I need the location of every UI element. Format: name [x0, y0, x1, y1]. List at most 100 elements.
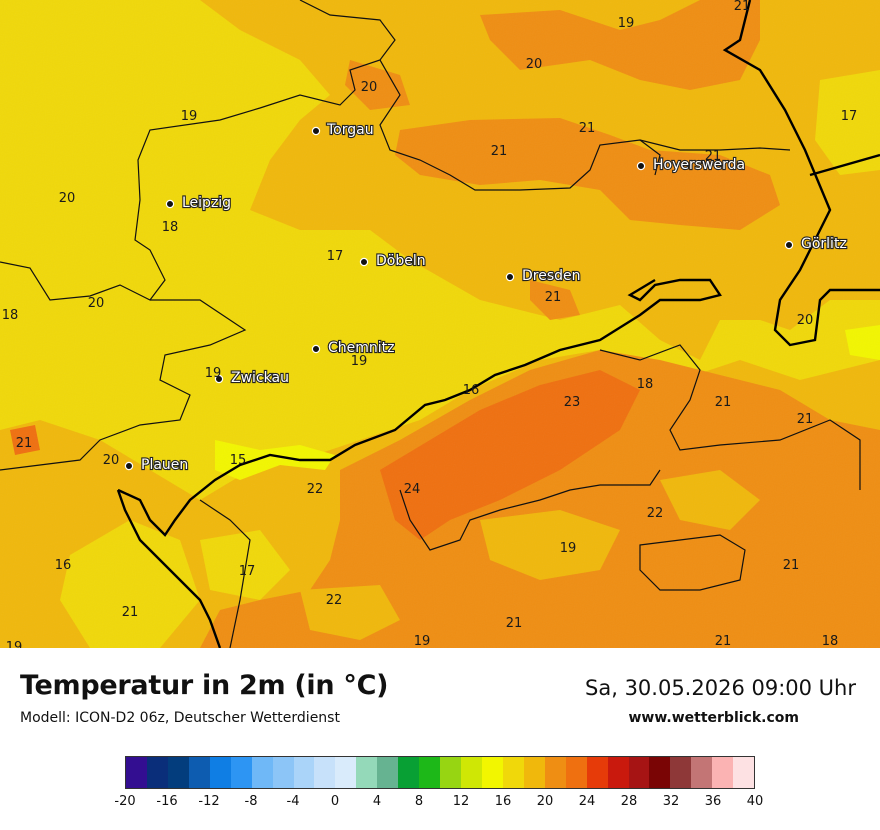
temperature-map: Torgau Hoyerswerda Leipzig Döbeln Dresde…	[0, 0, 880, 648]
color-legend	[125, 756, 755, 789]
legend-swatch	[440, 757, 461, 788]
legend-swatch	[544, 757, 566, 788]
value-labels: 19 21 20 21 19 20 17 21 21 20 18 17 20 1…	[2, 0, 858, 648]
temperature-value: 24	[404, 482, 421, 497]
city-label: Dresden	[522, 268, 581, 284]
legend-tick-label: -12	[198, 794, 220, 809]
legend-tick-label: 8	[414, 794, 424, 809]
country-border	[116, 0, 880, 648]
city-doebeln[interactable]: Döbeln	[359, 252, 427, 270]
temperature-value: 18	[822, 634, 839, 648]
temperature-value: 22	[647, 506, 664, 521]
city-label: Görlitz	[801, 236, 847, 252]
city-dot	[636, 161, 646, 171]
temperature-value: 22	[307, 482, 324, 497]
legend-tick-label: 40	[746, 794, 764, 809]
map-footer: Temperatur in 2m (in °C) Modell: ICON-D2…	[0, 648, 880, 830]
city-label: Zwickau	[231, 370, 289, 386]
legend-swatch	[272, 757, 294, 788]
city-label: Hoyerswerda	[653, 157, 745, 173]
city-goerlitz[interactable]: Görlitz	[784, 235, 848, 253]
legend-swatch	[126, 757, 147, 788]
temperature-value: 21	[715, 634, 732, 648]
city-markers: Torgau Hoyerswerda Leipzig Döbeln Dresde…	[124, 121, 848, 474]
temperature-value: 21	[545, 290, 562, 305]
temperature-value: 21	[705, 149, 722, 164]
temperature-value: 18	[2, 308, 19, 323]
legend-swatch	[733, 757, 755, 788]
city-label: Torgau	[326, 122, 374, 138]
city-dot	[214, 374, 224, 384]
temperature-value: 23	[564, 395, 581, 410]
legend-swatch	[712, 757, 734, 788]
website-link[interactable]: www.wetterblick.com	[628, 710, 800, 726]
temperature-value: 19	[6, 640, 23, 648]
legend-tick-label: 20	[536, 794, 554, 809]
city-torgau[interactable]: Torgau	[311, 121, 375, 139]
legend-ticks: -20 -16 -12 -8 -4 0 4 8 12 16 20 24 28 32 36 40	[0, 794, 880, 814]
legend-swatch	[146, 757, 168, 788]
legend-swatch	[356, 757, 378, 788]
city-plauen[interactable]: Plauen	[124, 456, 189, 474]
temperature-value: 18	[162, 220, 179, 235]
temperature-value: 19	[560, 541, 577, 556]
temperature-value: 17	[239, 564, 256, 579]
city-dresden[interactable]: Dresden	[505, 267, 582, 285]
temperature-value: 22	[326, 593, 343, 608]
legend-swatch	[188, 757, 210, 788]
temperature-value: 17	[327, 249, 344, 264]
legend-swatch	[230, 757, 252, 788]
temperature-value: 19	[181, 109, 198, 124]
temperature-value: 20	[59, 191, 76, 206]
temperature-value: 20	[526, 57, 543, 72]
legend-swatch	[481, 757, 503, 788]
forecast-datetime: Sa, 30.05.2026 09:00 Uhr	[585, 676, 856, 700]
legend-tick-label: 12	[452, 794, 470, 809]
city-zwickau[interactable]: Zwickau	[214, 369, 290, 387]
city-dot	[505, 272, 515, 282]
temperature-value: 20	[361, 80, 378, 95]
city-dot	[359, 257, 369, 267]
city-chemnitz[interactable]: Chemnitz	[311, 339, 396, 357]
legend-tick-label: -20	[114, 794, 136, 809]
temperature-value: 20	[797, 313, 814, 328]
legend-swatch	[314, 757, 336, 788]
city-dot	[311, 126, 321, 136]
city-hoyerswerda[interactable]: Hoyerswerda	[636, 156, 746, 174]
legend-swatch	[377, 757, 399, 788]
temperature-value: 18	[637, 377, 654, 392]
city-dot	[165, 199, 175, 209]
city-label: Plauen	[141, 457, 188, 473]
legend-swatch	[461, 757, 482, 788]
temperature-value: 20	[103, 453, 120, 468]
legend-swatch	[293, 757, 315, 788]
temperature-value: 21	[783, 558, 800, 573]
temperature-value: 16	[463, 383, 480, 398]
temperature-value: 16	[55, 558, 72, 573]
temperature-value: 21	[734, 0, 751, 14]
legend-tick-label: -8	[244, 794, 258, 809]
temperature-value: 19	[205, 366, 222, 381]
legend-swatch	[670, 757, 692, 788]
legend-swatch	[419, 757, 441, 788]
legend-tick-label: 24	[578, 794, 596, 809]
temperature-value: 21	[579, 121, 596, 136]
legend-swatch	[251, 757, 273, 788]
legend-swatch	[691, 757, 713, 788]
legend-swatch	[335, 757, 357, 788]
city-label: Leipzig	[182, 195, 231, 211]
legend-swatch	[565, 757, 587, 788]
map-title: Temperatur in 2m (in °C)	[20, 670, 389, 701]
temperature-value: 19	[618, 16, 635, 31]
city-dot	[311, 344, 321, 354]
city-leipzig[interactable]: Leipzig	[165, 194, 232, 212]
temperature-value: 17	[841, 109, 858, 124]
temperature-value: 19	[414, 634, 431, 648]
city-dot	[124, 461, 134, 471]
legend-swatch	[649, 757, 671, 788]
city-dot	[784, 240, 794, 250]
temperature-value: 21	[797, 412, 814, 427]
legend-tick-label: 32	[662, 794, 680, 809]
legend-swatch	[209, 757, 231, 788]
legend-tick-label: 4	[372, 794, 382, 809]
